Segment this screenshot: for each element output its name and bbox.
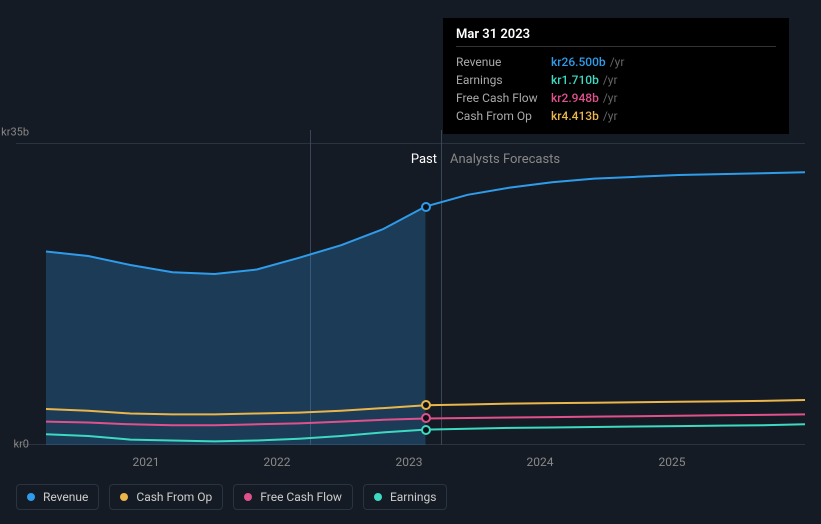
legend-label: Earnings [390, 490, 437, 504]
earnings-marker [421, 425, 431, 435]
tooltip-row-label: Cash From Op [456, 107, 551, 125]
tooltip-title: Mar 31 2023 [456, 27, 776, 47]
tooltip-row: Earningskr1.710b/yr [456, 71, 776, 89]
legend: Revenue Cash From Op Free Cash Flow Earning… [16, 484, 447, 510]
tooltip-row-label: Earnings [456, 71, 551, 89]
free_cash_flow-marker [421, 413, 431, 423]
tooltip-row-unit: /yr [603, 71, 618, 89]
x-axis-label: 2025 [659, 455, 686, 469]
tooltip-row-unit: /yr [603, 107, 618, 125]
legend-dot-icon [27, 493, 35, 501]
cash_from_op-marker [421, 400, 431, 410]
chart-area[interactable] [16, 130, 805, 445]
x-axis-label: 2022 [264, 455, 291, 469]
revenue-marker [421, 202, 431, 212]
tooltip-row-unit: /yr [610, 53, 625, 71]
legend-dot-icon [244, 493, 252, 501]
legend-item-revenue[interactable]: Revenue [16, 484, 99, 510]
x-axis-label: 2021 [133, 455, 160, 469]
tooltip-row-value: kr1.710b [551, 71, 599, 89]
tooltip-row-label: Free Cash Flow [456, 89, 551, 107]
tooltip: Mar 31 2023 Revenuekr26.500b/yrEarningsk… [443, 18, 789, 134]
tooltip-row: Revenuekr26.500b/yr [456, 53, 776, 71]
x-axis-label: 2024 [527, 455, 554, 469]
chart-svg [16, 130, 805, 445]
tooltip-row-value: kr26.500b [551, 53, 606, 71]
legend-label: Cash From Op [136, 490, 212, 504]
legend-item-free_cash_flow[interactable]: Free Cash Flow [233, 484, 353, 510]
legend-item-cash_from_op[interactable]: Cash From Op [109, 484, 223, 510]
legend-dot-icon [374, 493, 382, 501]
tooltip-row-value: kr2.948b [551, 89, 599, 107]
legend-label: Free Cash Flow [260, 490, 342, 504]
legend-label: Revenue [43, 490, 88, 504]
tooltip-row-unit: /yr [603, 89, 618, 107]
tooltip-row-value: kr4.413b [551, 107, 599, 125]
tooltip-row-label: Revenue [456, 53, 551, 71]
tooltip-row: Cash From Opkr4.413b/yr [456, 107, 776, 125]
legend-dot-icon [120, 493, 128, 501]
x-axis-label: 2023 [396, 455, 423, 469]
tooltip-row: Free Cash Flowkr2.948b/yr [456, 89, 776, 107]
legend-item-earnings[interactable]: Earnings [363, 484, 448, 510]
